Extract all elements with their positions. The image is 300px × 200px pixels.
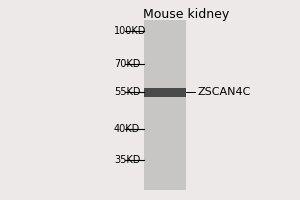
Text: 55KD: 55KD [114,87,140,97]
Text: 35KD: 35KD [114,155,140,165]
Bar [144,20,186,190]
Text: ZSCAN4C: ZSCAN4C [198,87,251,97]
Bar [144,88,186,97]
Text: 100KD: 100KD [114,26,146,36]
Text: 70KD: 70KD [114,59,140,69]
Text: Mouse kidney: Mouse kidney [143,8,229,21]
Text: 40KD: 40KD [114,124,140,134]
